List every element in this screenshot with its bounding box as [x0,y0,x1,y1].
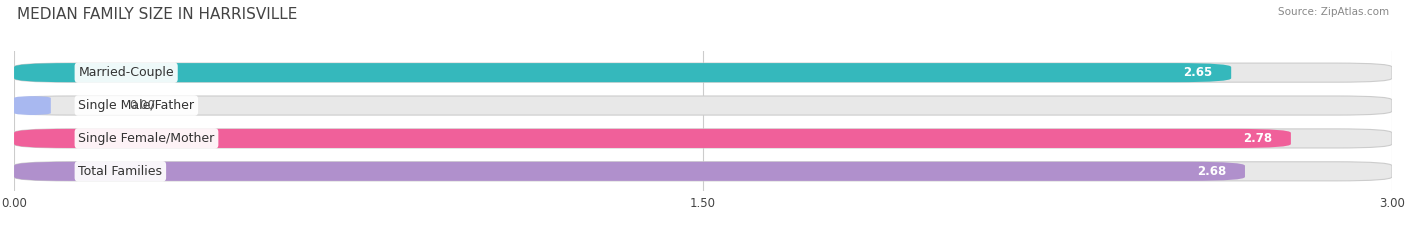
FancyBboxPatch shape [14,129,1392,148]
Text: MEDIAN FAMILY SIZE IN HARRISVILLE: MEDIAN FAMILY SIZE IN HARRISVILLE [17,7,297,22]
Text: 2.78: 2.78 [1243,132,1272,145]
Text: Source: ZipAtlas.com: Source: ZipAtlas.com [1278,7,1389,17]
FancyBboxPatch shape [14,162,1244,181]
Text: 2.68: 2.68 [1198,165,1226,178]
FancyBboxPatch shape [14,162,1392,181]
Text: 0.00: 0.00 [129,99,155,112]
FancyBboxPatch shape [14,63,1392,82]
Text: Married-Couple: Married-Couple [79,66,174,79]
Text: Total Families: Total Families [79,165,162,178]
FancyBboxPatch shape [14,129,1291,148]
Text: 2.65: 2.65 [1184,66,1213,79]
FancyBboxPatch shape [14,63,1232,82]
Text: Single Male/Father: Single Male/Father [79,99,194,112]
FancyBboxPatch shape [14,96,51,115]
FancyBboxPatch shape [14,96,1392,115]
Text: Single Female/Mother: Single Female/Mother [79,132,215,145]
